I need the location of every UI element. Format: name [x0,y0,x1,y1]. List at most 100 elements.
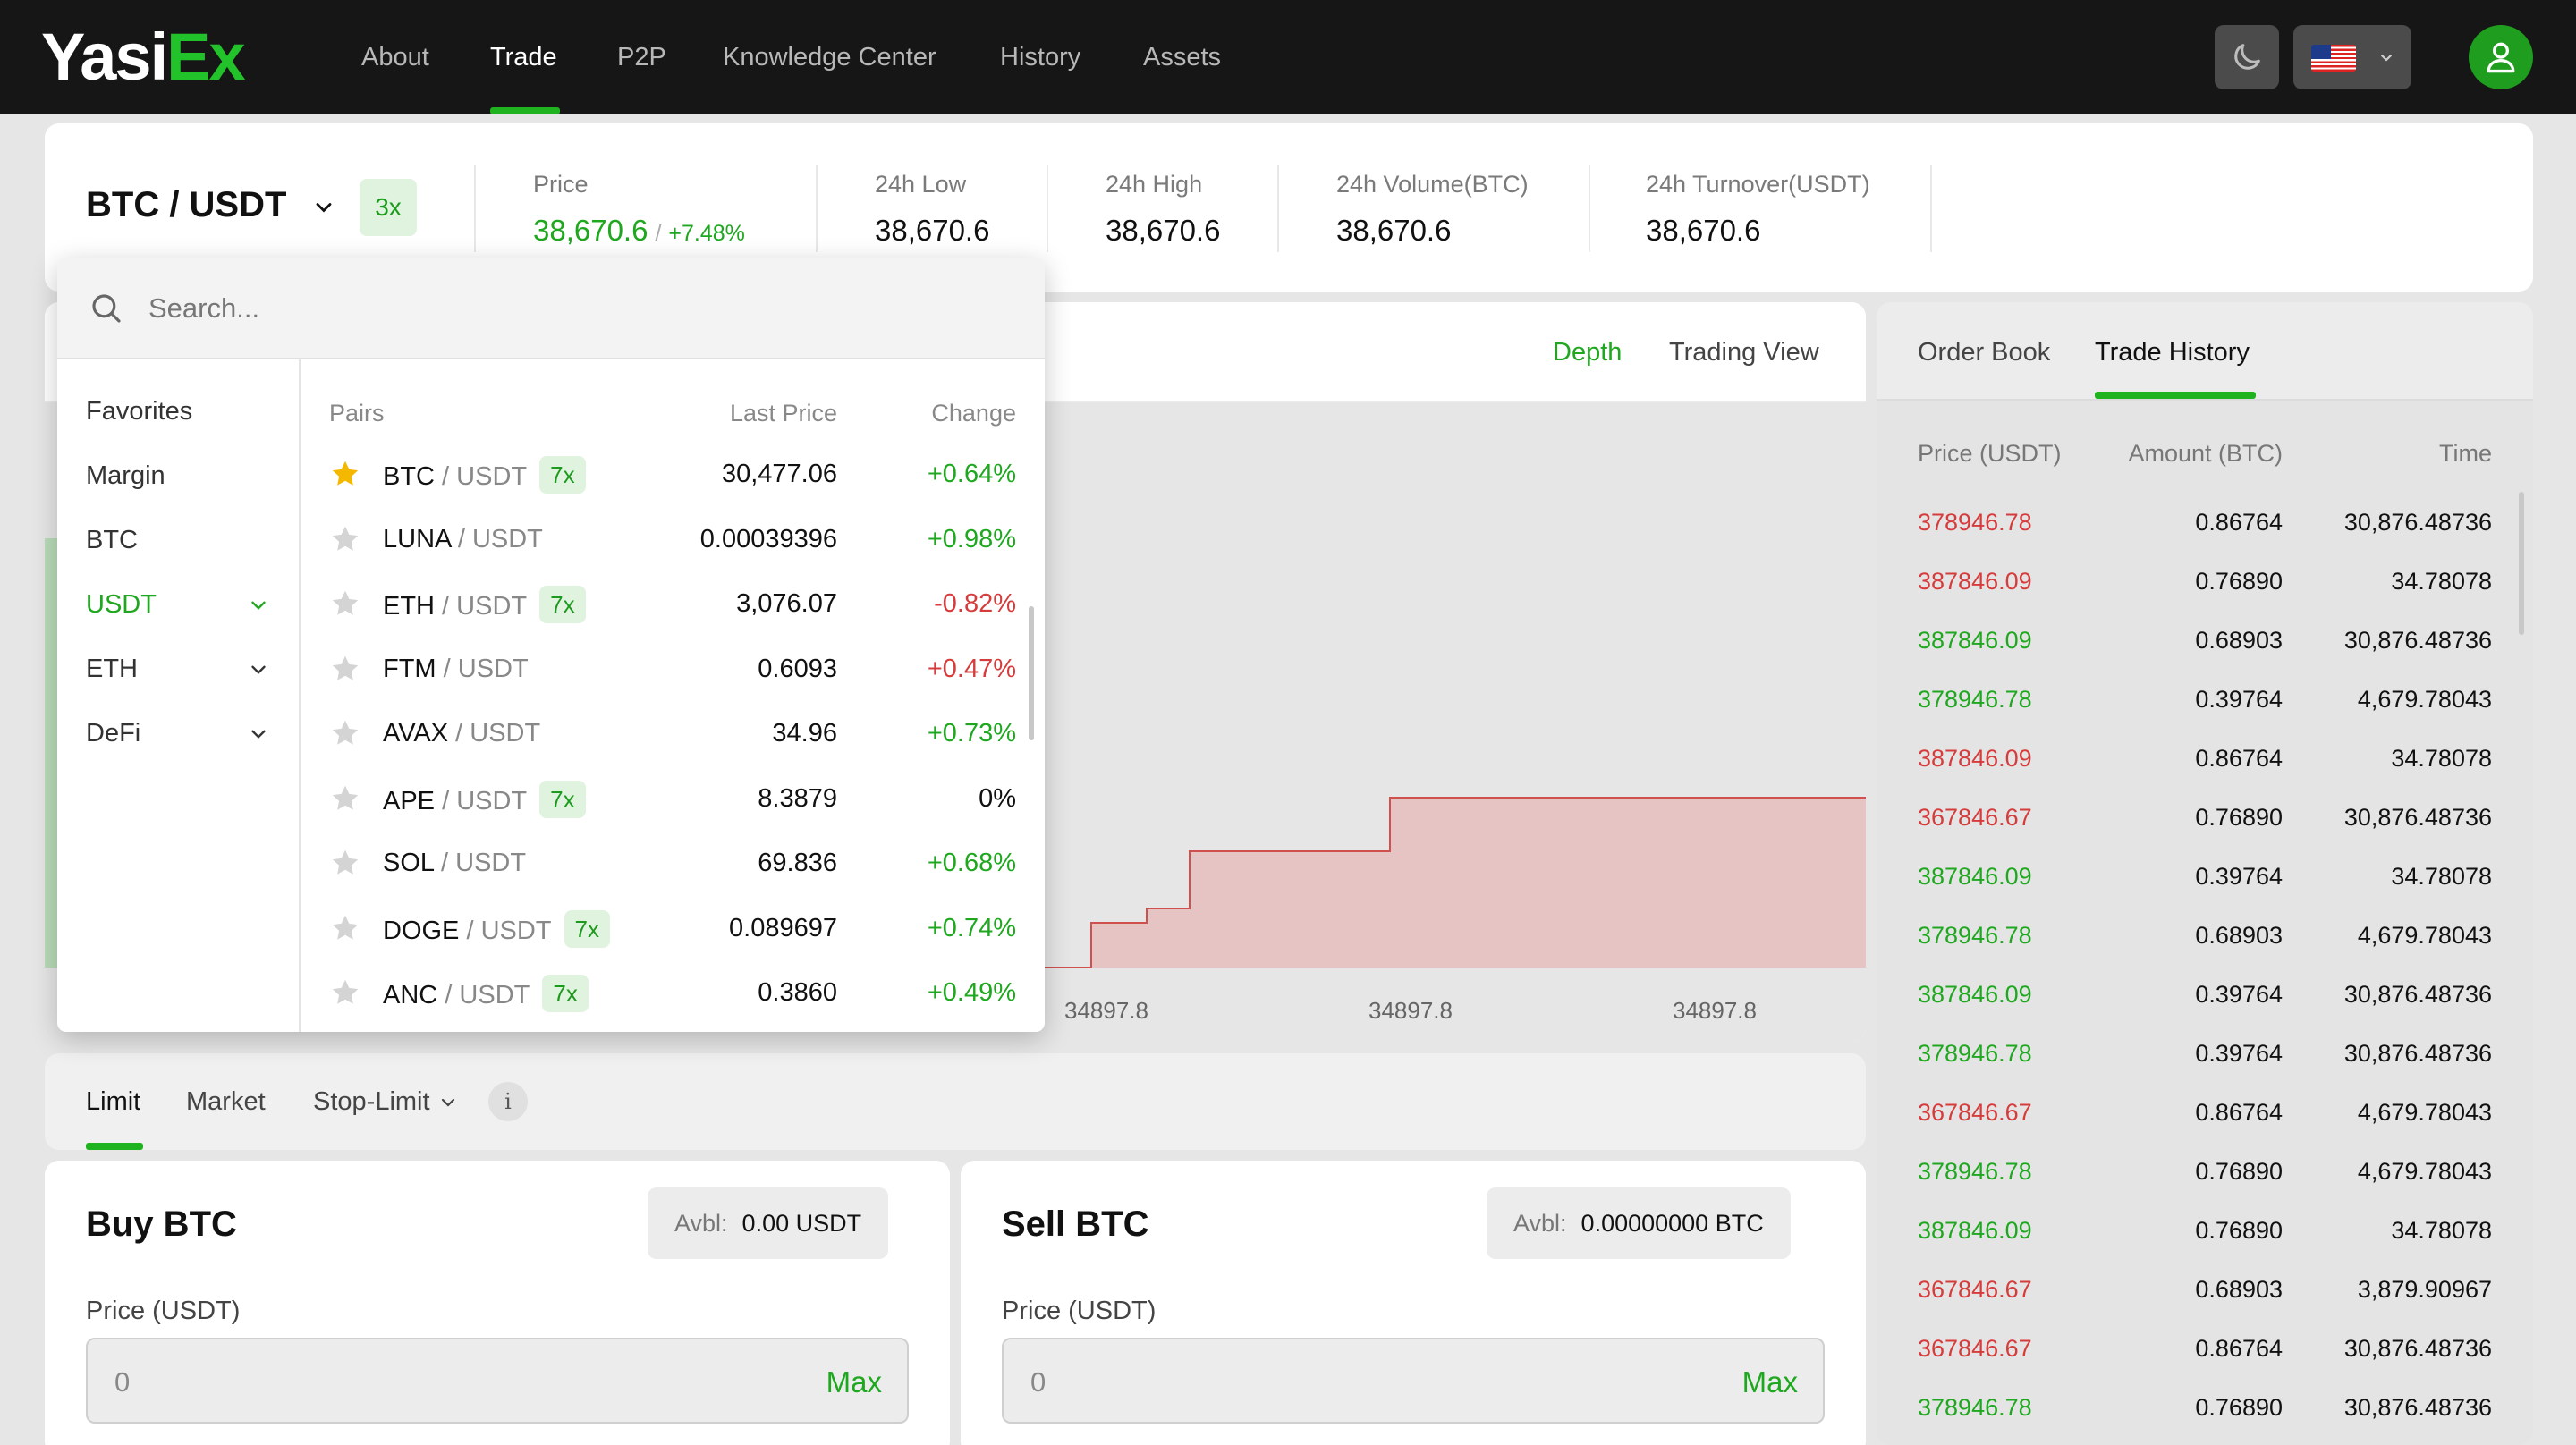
nav-about[interactable]: About [361,43,429,72]
trade-price: 387846.09 [1918,568,2032,595]
star-icon[interactable] [329,587,361,620]
trade-price: 387846.09 [1918,745,2032,772]
high-label: 24h High [1106,171,1203,198]
pair-base: AVAX [383,719,449,748]
trade-amount: 0.68903 [2195,627,2283,654]
pair-name: SOL / USDT [383,849,527,877]
nav-knowledge-center[interactable]: Knowledge Center [723,43,936,72]
pair-row[interactable]: APE / USDT 7x 8.3879 0% [301,772,1045,825]
logo[interactable]: YasiEx [41,18,246,97]
category-favorites[interactable]: Favorites [86,397,193,426]
trade-amount: 0.68903 [2195,1276,2283,1303]
trade-time: 3,879.90967 [2357,1276,2492,1303]
pair-selector[interactable]: BTC / USDT [86,185,287,224]
category-defi[interactable]: DeFi [86,719,141,748]
trade-amount: 0.39764 [2195,1040,2283,1067]
pair-last-price: 0.00039396 [699,524,837,553]
category-eth[interactable]: ETH [86,655,138,683]
pair-row[interactable]: LUNA / USDT 0.00039396 +0.98% [301,512,1045,566]
trade-amount: 0.86764 [2195,1099,2283,1126]
trade-price: 378946.78 [1918,922,2032,949]
tab-depth[interactable]: Depth [1553,338,1623,367]
pair-base: SOL [383,849,434,877]
divider [474,165,476,252]
col-last-price: Last Price [729,400,837,427]
pair-name: BTC / USDT 7x [383,456,586,495]
depth-chart-svg [45,538,1866,968]
star-icon[interactable] [329,976,361,1009]
nav-history[interactable]: History [1000,43,1081,72]
search-input[interactable]: Search... [57,258,1045,359]
pair-change: -0.82% [934,589,1016,618]
scrollbar[interactable] [2519,492,2524,635]
buy-price-label: Price (USDT) [86,1297,241,1325]
col-pairs: Pairs [329,400,385,427]
avbl-label: Avbl: [674,1210,728,1237]
scrollbar[interactable] [1029,606,1034,740]
search-icon [92,294,121,323]
chevron-down-icon[interactable] [247,594,270,617]
tab-trade-history[interactable]: Trade History [2095,338,2250,367]
language-select[interactable] [2293,25,2411,89]
star-icon[interactable] [329,458,361,490]
turnover-label: 24h Turnover(USDT) [1646,171,1870,198]
tab-trading-view[interactable]: Trading View [1669,338,1819,367]
leverage-badge: 3x [360,179,417,236]
pair-row[interactable]: SOL / USDT 69.836 +0.68% [301,836,1045,890]
star-icon[interactable] [329,523,361,555]
theme-toggle-button[interactable] [2215,25,2279,89]
price-change: +7.48% [668,221,745,246]
chevron-down-icon[interactable] [247,658,270,681]
tab-market[interactable]: Market [186,1087,266,1116]
chevron-down-icon[interactable] [311,195,336,220]
pair-change: 0% [979,783,1016,813]
divider [1277,165,1279,252]
category-btc[interactable]: BTC [86,526,138,554]
divider [1046,165,1048,252]
pair-quote: USDT [456,462,528,491]
trade-row: 387846.09 0.39764 34.78078 [1877,858,2533,894]
user-icon [2487,42,2515,73]
pair-row[interactable]: AVAX / USDT 34.96 +0.73% [301,706,1045,760]
sell-max-button[interactable]: Max [1741,1365,1798,1399]
avbl-label: Avbl: [1513,1210,1567,1237]
trade-price: 378946.78 [1918,1158,2032,1185]
tab-order-book[interactable]: Order Book [1918,338,2051,367]
nav-assets[interactable]: Assets [1143,43,1222,72]
buy-max-button[interactable]: Max [826,1365,882,1399]
pair-row[interactable]: DOGE / USDT 7x 0.089697 +0.74% [301,901,1045,955]
nav-trade[interactable]: Trade [490,43,557,72]
pair-row[interactable]: ANC / USDT 7x 0.3860 +0.49% [301,966,1045,1019]
category-usdt[interactable]: USDT [86,590,157,619]
trade-price: 367846.67 [1918,1335,2032,1362]
sell-price-input[interactable]: 0 Max [1002,1338,1825,1424]
pair-row[interactable]: BTC / USDT 7x 30,477.06 +0.64% [301,447,1045,501]
star-icon[interactable] [329,717,361,749]
pair-row[interactable]: FTM / USDT 0.6093 +0.47% [301,642,1045,696]
trade-row: 378946.78 0.39764 30,876.48736 [1877,1035,2533,1071]
pair-row[interactable]: ETH / USDT 7x 3,076.07 -0.82% [301,577,1045,630]
tab-stop-limit[interactable]: Stop-Limit [313,1084,459,1120]
star-icon[interactable] [329,912,361,944]
trade-time: 4,679.78043 [2357,686,2492,713]
trade-time: 34.78078 [2391,1217,2492,1244]
star-icon[interactable] [329,782,361,815]
star-icon[interactable] [329,653,361,685]
trade-history-header: Price (USDT) Amount (BTC) Time [1877,440,2533,476]
tab-limit[interactable]: Limit [86,1087,141,1116]
active-tab-indicator [2095,392,2256,399]
star-icon[interactable] [329,847,361,879]
order-type-tabs: Limit Market Stop-Limit i [45,1053,1866,1150]
buy-price-input[interactable]: 0 Max [86,1338,909,1424]
trade-amount: 0.76890 [2195,568,2283,595]
active-tab-indicator [86,1143,143,1150]
pair-base: APE [383,786,436,815]
category-margin[interactable]: Margin [86,461,165,490]
user-account-button[interactable] [2469,25,2533,89]
info-icon[interactable]: i [488,1082,528,1121]
nav-p2p[interactable]: P2P [617,43,666,72]
chevron-down-icon[interactable] [247,722,270,746]
trade-amount: 0.76890 [2195,1217,2283,1244]
divider [816,165,818,252]
search-placeholder: Search... [148,292,260,324]
